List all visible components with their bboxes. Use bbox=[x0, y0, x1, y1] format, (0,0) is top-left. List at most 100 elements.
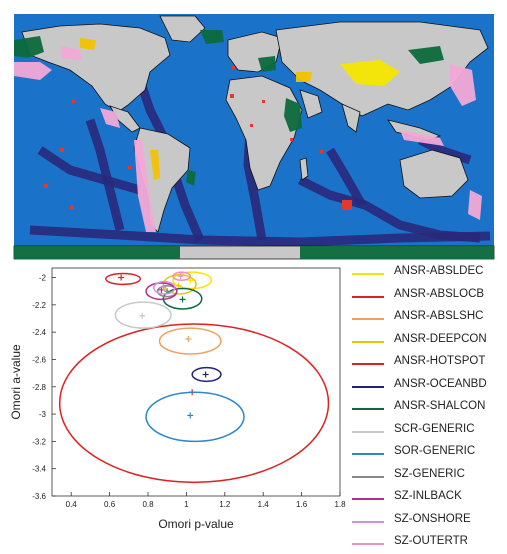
hotspot-1 bbox=[70, 205, 74, 209]
hotspot-5 bbox=[128, 166, 131, 169]
legend-swatch bbox=[352, 543, 384, 545]
legend-label: ANSR-DEEPCON bbox=[394, 332, 487, 345]
legend-label: SZ-INLBACK bbox=[394, 490, 462, 502]
x-tick-label-5: 1.4 bbox=[258, 500, 270, 509]
stable-region-7 bbox=[186, 170, 196, 186]
legend-label: SZ-ONSHORE bbox=[394, 512, 471, 525]
center-ansr-deepcon bbox=[175, 282, 182, 289]
subduction-zone-1 bbox=[100, 108, 120, 128]
continent-7 bbox=[299, 89, 323, 119]
center-ansr-absldec bbox=[187, 277, 194, 284]
hotspot-2 bbox=[60, 148, 64, 152]
y-tick-label-2: -2.4 bbox=[32, 328, 46, 337]
stable-region-4 bbox=[408, 46, 444, 64]
subduction-zone-3 bbox=[450, 64, 476, 106]
continent-5 bbox=[225, 75, 303, 191]
legend-item-sz-generic: SZ-GENERIC bbox=[350, 465, 507, 487]
center-sor-generic bbox=[187, 412, 194, 419]
legend-swatch bbox=[352, 363, 384, 365]
deep-region-1 bbox=[150, 150, 160, 180]
ellipse-ansr-oceanbd bbox=[191, 366, 222, 383]
stable-region-2 bbox=[258, 56, 276, 72]
ellipse-ansr-hotspot bbox=[105, 272, 142, 286]
ellipse-scr-generic bbox=[114, 301, 172, 329]
center-ansr-oceanbd bbox=[202, 371, 209, 378]
center-sz-onshore bbox=[160, 284, 167, 291]
center-scr-generic bbox=[139, 312, 146, 319]
center-ansr-shalcon bbox=[179, 296, 186, 303]
y-tick-label-6: -3.2 bbox=[32, 437, 46, 446]
legend-item-scr-generic: SCR-GENERIC bbox=[350, 420, 507, 442]
legend-swatch bbox=[352, 430, 384, 433]
legend-item-ansr-hotspot: ANSR-HOTSPOT bbox=[350, 352, 507, 374]
hotspot-8 bbox=[250, 124, 253, 127]
ellipse-ansr-abslshc bbox=[158, 327, 222, 355]
continent-1 bbox=[159, 15, 206, 43]
continent-0 bbox=[21, 23, 171, 113]
y-tick-label-0: -2 bbox=[39, 274, 47, 283]
legend-swatch bbox=[352, 408, 384, 410]
legend-label: ANSR-ABSLOCB bbox=[394, 287, 485, 300]
subduction-zone-6 bbox=[60, 46, 82, 60]
legend-swatch bbox=[352, 273, 384, 275]
y-tick-label-8: -3.6 bbox=[32, 492, 46, 501]
stable-region-3 bbox=[284, 98, 302, 132]
ellipse-sz-outertr bbox=[172, 271, 191, 282]
legend-item-sz-onshore: SZ-ONSHORE bbox=[350, 510, 507, 532]
subduction-zone-2 bbox=[134, 140, 156, 232]
stable-region-6 bbox=[300, 246, 494, 259]
ridge-band-5 bbox=[85, 118, 125, 232]
legend-item-ansr-abslocb: ANSR-ABSLOCB bbox=[350, 285, 507, 307]
center-ansr-abslshc bbox=[185, 335, 192, 342]
y-tick-label-3: -2.6 bbox=[32, 355, 46, 364]
legend-swatch bbox=[352, 498, 384, 500]
legend-label: SZ-GENERIC bbox=[394, 467, 465, 480]
x-tick-label-2: 0.8 bbox=[142, 500, 154, 509]
ridge-band-3 bbox=[326, 147, 366, 208]
legend-item-ansr-oceanbd: ANSR-OCEANBD bbox=[350, 375, 507, 397]
y-tick-label-1: -2.2 bbox=[32, 301, 46, 310]
hotspot-11 bbox=[290, 138, 293, 141]
legend-label: ANSR-ABSLDEC bbox=[394, 265, 484, 277]
y-tick-label-7: -3.4 bbox=[32, 465, 46, 474]
x-axis-label: Omori p-value bbox=[158, 517, 234, 531]
ellipse-sz-inlback bbox=[145, 282, 178, 301]
legend-label: ANSR-OCEANBD bbox=[394, 377, 487, 390]
subduction-zone-0 bbox=[14, 62, 52, 80]
x-tick-label-6: 1.6 bbox=[296, 500, 308, 509]
ridge-band-7 bbox=[29, 225, 491, 247]
y-tick-label-5: -3 bbox=[39, 410, 47, 419]
hotspot-0 bbox=[342, 200, 352, 210]
center-sz-outertr bbox=[177, 273, 184, 280]
stable-region-1 bbox=[200, 30, 224, 44]
legend-swatch bbox=[352, 520, 384, 523]
center-ansr-hotspot bbox=[118, 274, 125, 281]
legend-swatch bbox=[352, 385, 384, 388]
continent-11 bbox=[299, 157, 309, 181]
continent-10 bbox=[399, 149, 469, 199]
legend-item-sz-inlback: SZ-INLBACK bbox=[350, 487, 507, 509]
stable-region-0 bbox=[14, 36, 44, 58]
x-tick-label-0: 0.4 bbox=[66, 500, 78, 509]
legend-item-sz-outertr: SZ-OUTERTR bbox=[350, 532, 507, 554]
subduction-zone-5 bbox=[468, 190, 482, 220]
legend-item-ansr-abslshc: ANSR-ABSLSHC bbox=[350, 307, 507, 329]
deep-region-3 bbox=[296, 72, 312, 82]
hotspot-7 bbox=[320, 150, 323, 153]
legend-item-ansr-shalcon: ANSR-SHALCON bbox=[350, 397, 507, 419]
legend-item-ansr-deepcon: ANSR-DEEPCON bbox=[350, 330, 507, 352]
plot-frame bbox=[51, 267, 341, 497]
legend-label: SCR-GENERIC bbox=[394, 422, 475, 435]
stable-region-5 bbox=[14, 246, 180, 259]
ellipse-ansr-absldec bbox=[172, 271, 213, 290]
hotspot-6 bbox=[262, 100, 265, 103]
y-tick-label-4: -2.8 bbox=[32, 383, 46, 392]
legend-label: ANSR-HOTSPOT bbox=[394, 355, 486, 367]
legend-swatch bbox=[352, 453, 384, 455]
world-map bbox=[13, 14, 495, 260]
hotspot-9 bbox=[72, 100, 75, 103]
ellipse-ansr-abslocb bbox=[58, 323, 330, 484]
legend-swatch bbox=[352, 340, 384, 343]
legend-label: SOR-GENERIC bbox=[394, 445, 476, 457]
subduction-zone-4 bbox=[400, 130, 444, 146]
